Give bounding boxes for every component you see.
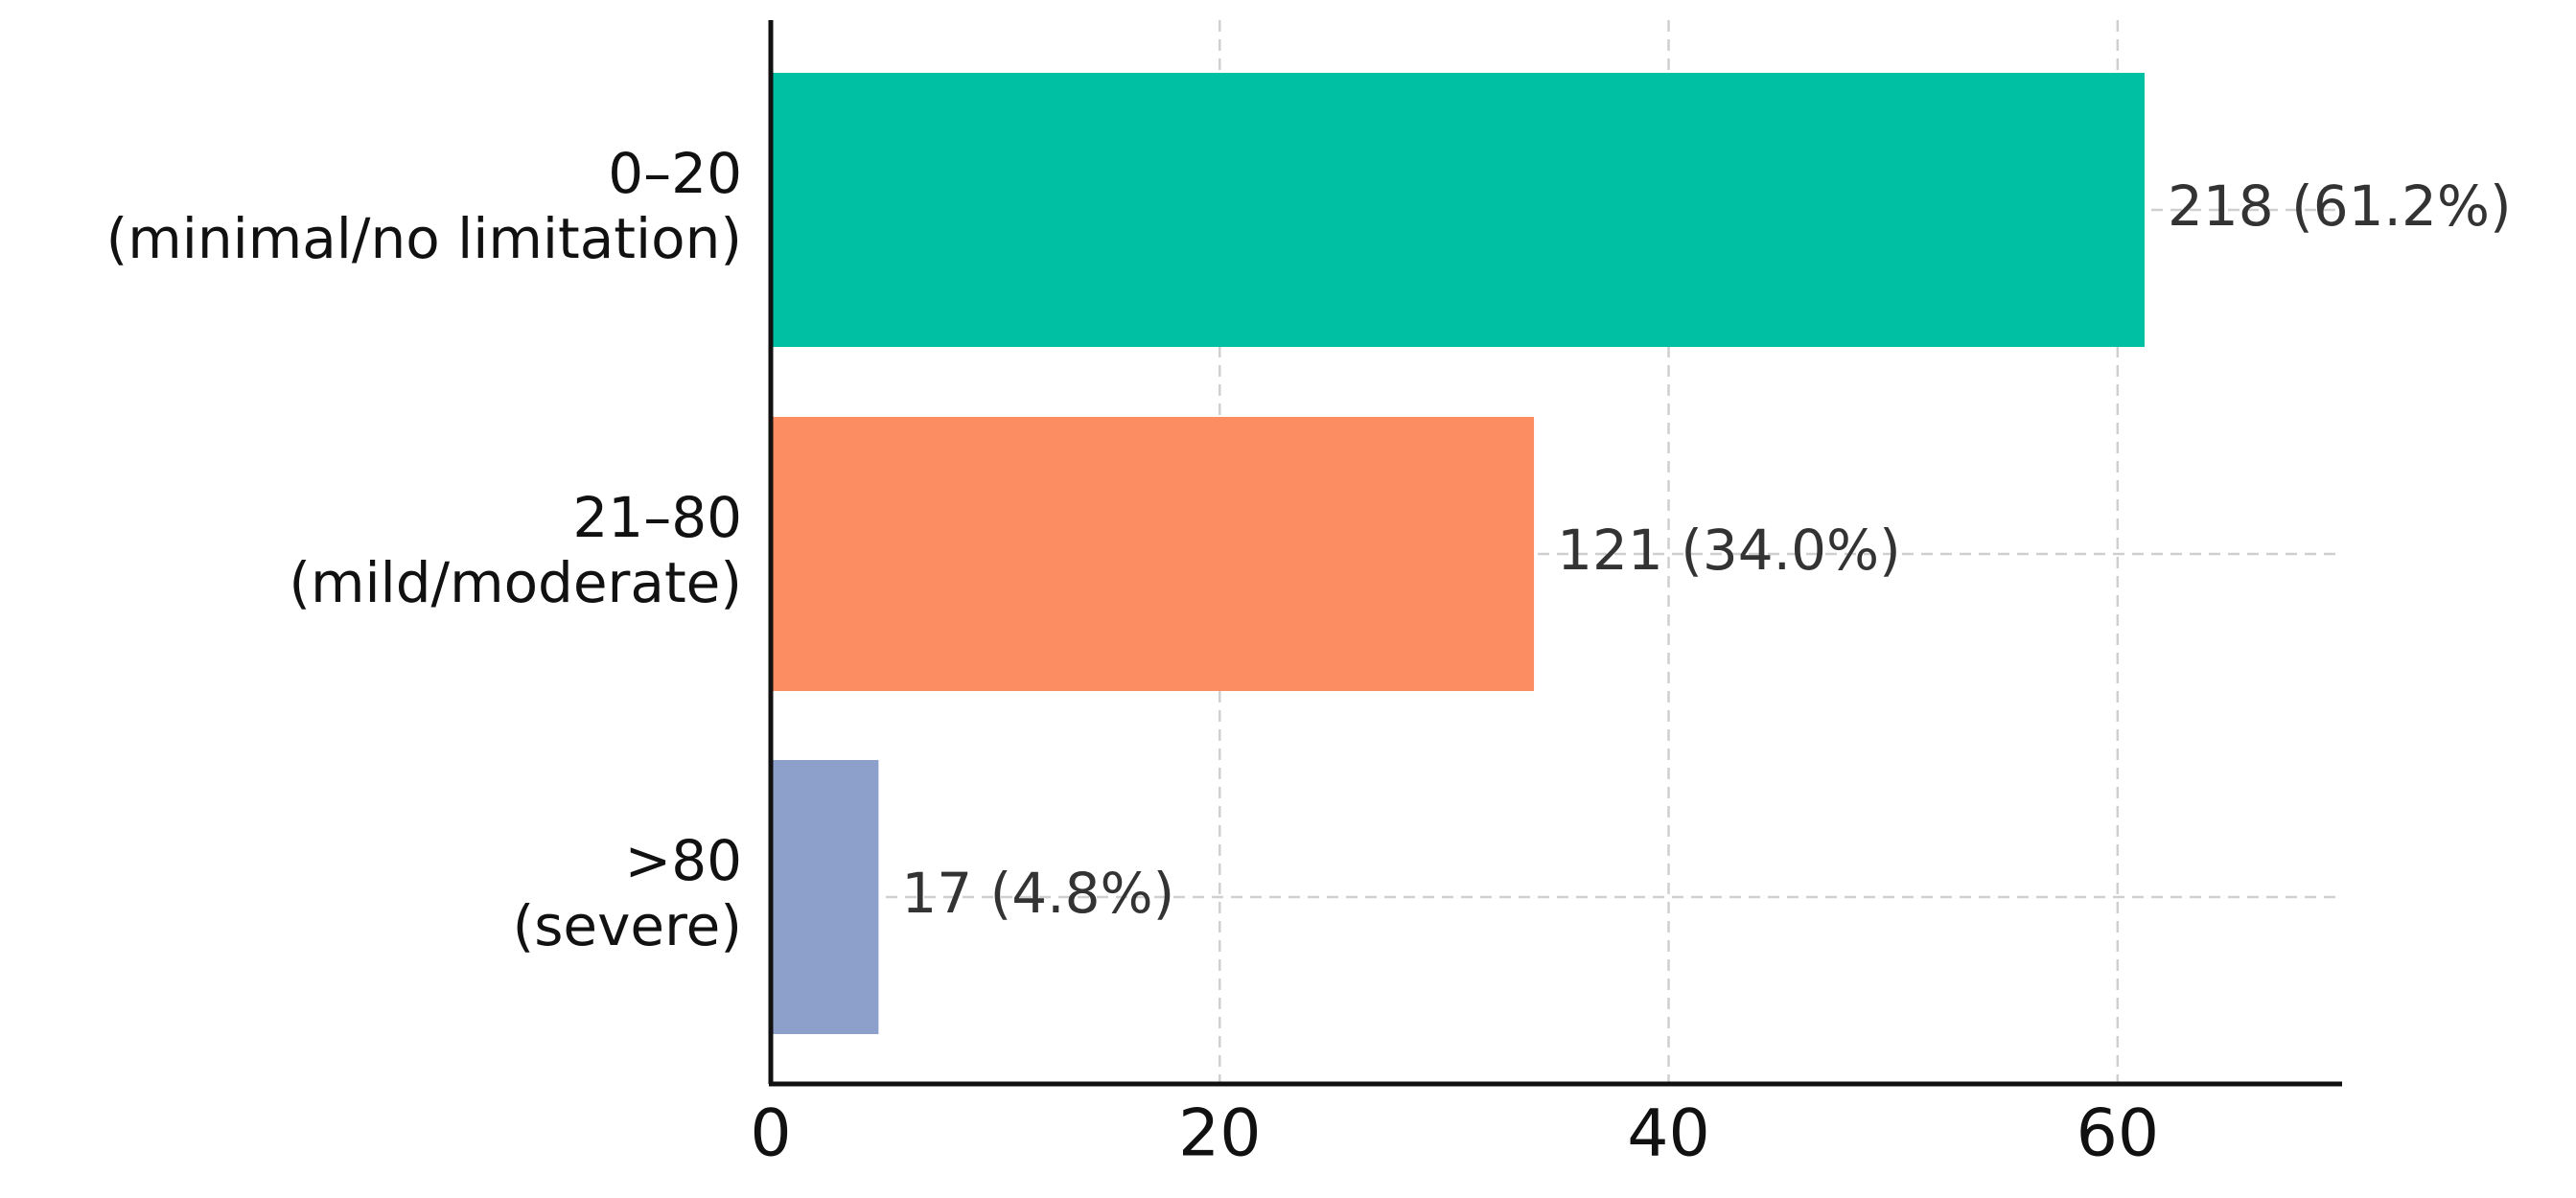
bar — [771, 417, 1535, 691]
value-label: 121 (34.0%) — [1557, 518, 1901, 583]
x-tick-label: 40 — [1627, 1096, 1710, 1172]
y-tick-label-line: 0–20 — [608, 141, 742, 206]
value-label: 17 (4.8%) — [901, 861, 1174, 926]
y-tick-label-line: >80 — [625, 828, 742, 893]
x-tick-label: 60 — [2077, 1096, 2160, 1172]
value-label: 218 (61.2%) — [2168, 173, 2512, 239]
y-tick-label-line: (severe) — [513, 893, 742, 958]
y-tick-label: 0–20 (minimal/no limitation) — [106, 141, 742, 271]
bar — [771, 73, 2145, 347]
y-tick-label: >80 (severe) — [513, 828, 742, 958]
y-tick-label-line: (minimal/no limitation) — [106, 206, 742, 271]
y-tick-label-line: (mild/moderate) — [289, 550, 742, 615]
bar — [771, 760, 879, 1034]
y-tick-label: 21–80 (mild/moderate) — [289, 485, 742, 615]
x-tick-label: 0 — [750, 1096, 791, 1172]
x-tick-label: 20 — [1178, 1096, 1262, 1172]
y-tick-label-line: 21–80 — [572, 485, 742, 550]
